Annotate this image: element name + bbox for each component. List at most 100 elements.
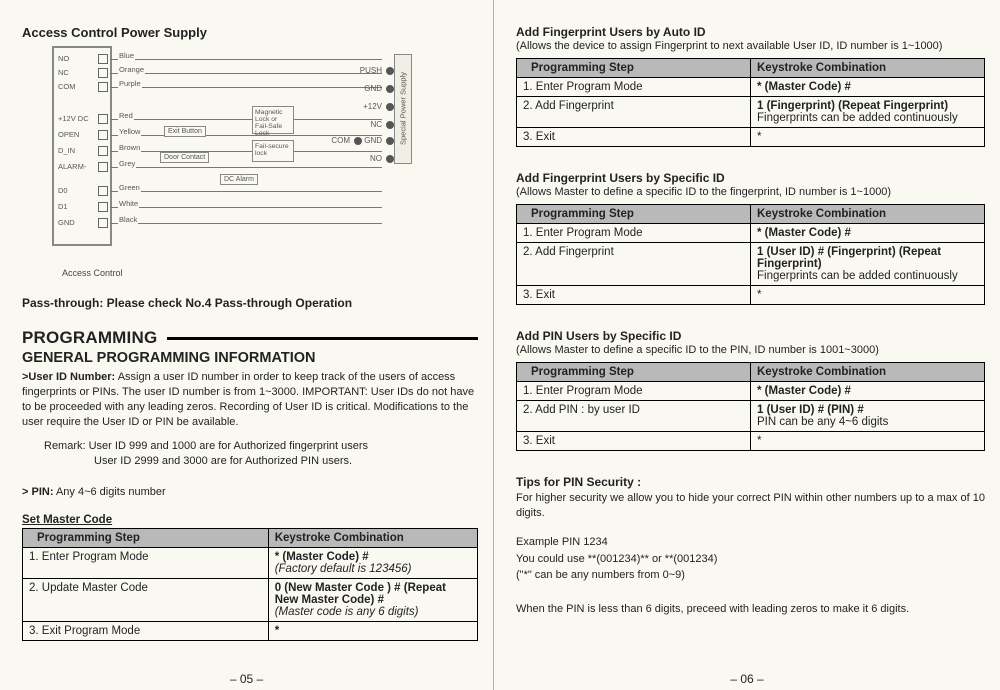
keystroke-line: *	[757, 131, 978, 143]
keystroke-line: (Factory default is 123456)	[275, 563, 471, 575]
set-master-title: Set Master Code	[22, 514, 478, 526]
psu-port-dot	[386, 85, 394, 93]
table-header: Keystroke Combination	[751, 363, 985, 382]
psu-port: COM	[331, 136, 362, 145]
wire	[110, 87, 382, 88]
sec2-title: Add Fingerprint Users by Specific ID	[516, 171, 985, 185]
psu-port-dot	[386, 103, 394, 111]
tips-line: Example PIN 1234	[516, 535, 985, 550]
diagram-caption: Access Control	[62, 268, 478, 278]
user-id-lead: >User ID Number:	[22, 371, 115, 383]
page-number-left: – 05 –	[0, 672, 493, 686]
keystroke-cell: * (Master Code) #	[751, 382, 985, 401]
table-row: 1. Enter Program Mode* (Master Code) #	[517, 382, 985, 401]
general-heading: GENERAL PROGRAMMING INFORMATION	[22, 350, 478, 366]
wire-color-label: Brown	[118, 143, 141, 152]
controller-port	[98, 162, 108, 172]
step-cell: 3. Exit	[517, 432, 751, 451]
wire	[110, 207, 382, 208]
step-cell: 2. Add PIN : by user ID	[517, 401, 751, 432]
keystroke-line: *	[757, 435, 978, 447]
wire	[110, 191, 382, 192]
psu-port-label: COM	[331, 136, 350, 145]
psu-port-label: GND	[364, 136, 382, 145]
table-row: 2. Add Fingerprint1 (Fingerprint) (Repea…	[517, 97, 985, 128]
psu-port-label: NC	[370, 120, 382, 129]
table-header: Programming Step	[517, 363, 751, 382]
keystroke-line: Fingerprints can be added continuously	[757, 270, 978, 282]
sec2-note: (Allows Master to define a specific ID t…	[516, 186, 985, 198]
step-cell: 3. Exit	[517, 128, 751, 147]
wire-color-label: Blue	[118, 51, 135, 60]
sec2-table: Programming StepKeystroke Combination1. …	[516, 204, 985, 305]
psu-port: +12V	[363, 102, 394, 111]
wire	[110, 73, 382, 74]
port-label: COM	[58, 82, 76, 91]
step-cell: 1. Enter Program Mode	[517, 224, 751, 243]
tips-line	[516, 585, 985, 600]
keystroke-line: 0 (New Master Code ) # (Repeat New Maste…	[275, 582, 471, 606]
psu-port-dot	[386, 121, 394, 129]
sec1-note: (Allows the device to assign Fingerprint…	[516, 40, 985, 52]
keystroke-line: * (Master Code) #	[275, 551, 471, 563]
keystroke-cell: *	[268, 621, 477, 640]
programming-heading: PROGRAMMING	[22, 328, 478, 348]
wire	[110, 167, 382, 168]
table-header: Keystroke Combination	[751, 59, 985, 78]
wire-color-label: Purple	[118, 79, 142, 88]
page-number-right: – 06 –	[494, 672, 1000, 686]
psu-port: GND	[364, 136, 394, 145]
tips-lines: Example PIN 1234 You could use **(001234)…	[516, 535, 985, 617]
step-cell: 2. Add Fingerprint	[517, 243, 751, 286]
port-label: D0	[58, 186, 68, 195]
passthrough-note: Pass-through: Please check No.4 Pass-thr…	[22, 296, 478, 310]
controller-port	[98, 218, 108, 228]
keystroke-cell: * (Master Code) #	[751, 224, 985, 243]
table-row: 3. Exit *	[517, 432, 985, 451]
table-header: Keystroke Combination	[751, 205, 985, 224]
tips-line: ("*" can be any numbers from 0~9)	[516, 568, 985, 583]
exit-label: Exit Button	[164, 126, 206, 137]
controller-port	[98, 68, 108, 78]
psu-port: GND	[364, 84, 394, 93]
keystroke-cell: 1 (Fingerprint) (Repeat Fingerprint)Fing…	[751, 97, 985, 128]
psu-port: NC	[370, 120, 394, 129]
keystroke-cell: *	[751, 432, 985, 451]
table-row: 3. Exit *	[517, 128, 985, 147]
controller-port	[98, 114, 108, 124]
keystroke-cell: * (Master Code) #(Factory default is 123…	[268, 547, 477, 578]
controller-port	[98, 146, 108, 156]
keystroke-cell: 1 (User ID) # (PIN) #PIN can be any 4~6 …	[751, 401, 985, 432]
keystroke-line: *	[757, 289, 978, 301]
psu-port-dot	[386, 67, 394, 75]
sec1-table: Programming StepKeystroke Combination1. …	[516, 58, 985, 147]
sec3-title: Add PIN Users by Specific ID	[516, 329, 985, 343]
table-row: 1. Enter Program Mode* (Master Code) #	[517, 78, 985, 97]
table-row: 2. Add PIN : by user ID1 (User ID) # (PI…	[517, 401, 985, 432]
controller-port	[98, 202, 108, 212]
wire-color-label: White	[118, 199, 139, 208]
tips-line: When the PIN is less than 6 digits, prec…	[516, 602, 985, 617]
step-cell: 1. Enter Program Mode	[517, 382, 751, 401]
psu-port-dot	[386, 155, 394, 163]
keystroke-line: 1 (Fingerprint) (Repeat Fingerprint)	[757, 100, 978, 112]
wire-color-label: Black	[118, 215, 138, 224]
sec3-note: (Allows Master to define a specific ID t…	[516, 344, 985, 356]
alarm-label: DC Alarm	[220, 174, 258, 185]
table-row: 2. Add Fingerprint1 (User ID) # (Fingerp…	[517, 243, 985, 286]
wire	[110, 59, 382, 60]
keystroke-cell: *	[751, 286, 985, 305]
set-master-table: Programming StepKeystroke Combination1. …	[22, 528, 478, 641]
step-cell: 1. Enter Program Mode	[517, 78, 751, 97]
tips-line: You could use **(001234)** or **(001234)	[516, 552, 985, 567]
psu-port-label: PUSH	[360, 66, 382, 75]
psu-port-label: +12V	[363, 102, 382, 111]
pin-line: > PIN: Any 4~6 digits number	[22, 485, 478, 500]
table-header: Programming Step	[23, 528, 269, 547]
port-label: ALARM-	[58, 162, 86, 171]
sec1-title: Add Fingerprint Users by Auto ID	[516, 25, 985, 39]
table-header: Programming Step	[517, 205, 751, 224]
wire	[110, 223, 382, 224]
keystroke-cell: 0 (New Master Code ) # (Repeat New Maste…	[268, 578, 477, 621]
right-page: Add Fingerprint Users by Auto ID (Allows…	[494, 0, 1000, 690]
